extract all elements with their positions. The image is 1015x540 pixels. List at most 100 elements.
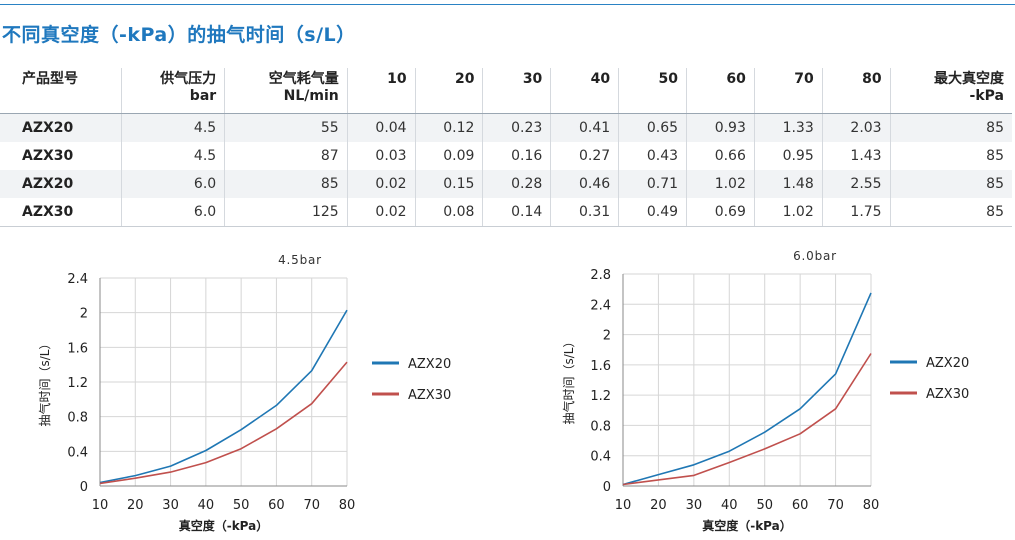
table-cell: 0.43 <box>618 142 687 170</box>
table-cell: 0.02 <box>346 198 416 227</box>
column-header: 60 <box>686 68 755 114</box>
column-header-label: 60 <box>726 71 746 87</box>
column-header-label: 10 <box>387 71 407 87</box>
table-cell: 0.15 <box>414 170 483 198</box>
y-tick-label: 1.6 <box>67 341 88 356</box>
table-cell: 0.71 <box>618 170 687 198</box>
x-tick-label: 10 <box>615 498 632 513</box>
table-cell: 1.33 <box>753 113 823 142</box>
table-cell: 6.0 <box>121 170 225 198</box>
table-cell: 0.09 <box>414 142 483 170</box>
model-cell: AZX30 <box>22 148 74 164</box>
table-cell: 85 <box>889 170 1012 198</box>
x-tick-label: 80 <box>863 498 880 513</box>
x-axis-label: 真空度（-kPa） <box>179 518 269 533</box>
y-tick-label: 2 <box>603 329 611 344</box>
table-cell: 0.12 <box>414 113 483 142</box>
column-header-label: 80 <box>862 71 882 87</box>
y-tick-label: 2.4 <box>590 298 611 313</box>
table-row: AZX30 4.5 87 0.03 0.09 0.16 0.27 0.43 0.66 0.95 1.… <box>0 142 1012 170</box>
x-tick-label: 20 <box>650 498 667 513</box>
table-cell: 0.31 <box>550 198 619 227</box>
y-tick-label: 1.2 <box>67 376 88 391</box>
table-cell: 4.5 <box>121 113 225 142</box>
x-axis-label: 真空度（-kPa） <box>702 518 792 533</box>
table-cell: 0.65 <box>618 113 687 142</box>
table-cell: 1.48 <box>753 170 823 198</box>
x-tick-label: 40 <box>721 498 738 513</box>
column-header-label: 供气压力 <box>160 71 217 87</box>
table-cell: 0.69 <box>686 198 755 227</box>
chart-6-0bar: 6.0bar 10 20 30 40 50 60 70 80 0 0.4 0.8 1.2 1.6 2 2.4 2… <box>505 248 1010 536</box>
column-header: 10 <box>346 68 416 114</box>
column-header: 空气耗气量 NL/min <box>224 68 348 114</box>
model-cell: AZX20 <box>0 170 122 198</box>
table-cell: 0.95 <box>753 142 823 170</box>
table-cell: 6.0 <box>121 198 225 227</box>
column-header: 供气压力 bar <box>121 68 225 114</box>
column-header: 最大真空度 -kPa <box>889 68 1012 114</box>
x-tick-label: 50 <box>233 498 250 513</box>
table-cell: 1.43 <box>821 142 891 170</box>
series-line-azx30 <box>99 361 348 485</box>
table-cell: 1.02 <box>686 170 755 198</box>
table-cell: 0.66 <box>686 142 755 170</box>
column-header: 80 <box>821 68 891 114</box>
chart-title: 4.5bar <box>278 253 322 267</box>
table-cell: 55 <box>224 113 348 142</box>
evacuation-time-table: 产品型号 供气压力 bar 空气耗气量 NL/min 10 20 30 40 50 60 70 80 最大… <box>0 68 1012 227</box>
column-header: 40 <box>550 68 619 114</box>
header-row: 产品型号 供气压力 bar 空气耗气量 NL/min 10 20 30 40 50 60 70 80 最大… <box>0 68 1012 114</box>
y-tick-label: 2 <box>80 307 88 322</box>
column-header-unit: -kPa <box>969 88 1004 104</box>
table-cell: 0.04 <box>346 113 416 142</box>
chart-svg: 4.5bar 10 20 30 40 50 60 70 80 0 0.4 0.8 1.2 1.6 2 2.4 真… <box>37 253 451 533</box>
y-tick-label: 2.8 <box>590 268 611 283</box>
model-cell: AZX30 <box>0 198 122 227</box>
x-tick-label: 40 <box>198 498 215 513</box>
y-tick-label: 0 <box>80 480 88 495</box>
table-cell: 87 <box>224 142 348 170</box>
top-divider <box>0 4 1015 5</box>
x-tick-label: 20 <box>127 498 144 513</box>
x-tick-label: 60 <box>268 498 285 513</box>
column-header-label: 30 <box>522 71 543 87</box>
x-tick-label: 30 <box>162 498 179 513</box>
column-header: 70 <box>753 68 823 114</box>
model-cell: AZX20 <box>0 113 122 142</box>
column-header-label: 70 <box>794 71 814 87</box>
table-cell: 1.02 <box>753 198 823 227</box>
table-cell: 0.02 <box>346 170 416 198</box>
legend-label: AZX20 <box>408 357 451 372</box>
table-cell: 0.08 <box>414 198 483 227</box>
y-tick-label: 0.8 <box>67 411 88 426</box>
table-cell: 2.03 <box>821 113 891 142</box>
table-header: 产品型号 供气压力 bar 空气耗气量 NL/min 10 20 30 40 50 60 70 80 最大… <box>0 68 1012 114</box>
table-cell: 85 <box>889 142 1012 170</box>
table-cell: 0.28 <box>482 170 551 198</box>
series-line-azx20 <box>622 292 872 486</box>
series-line-azx20 <box>99 309 348 484</box>
table-cell: 2.55 <box>821 170 891 198</box>
y-tick-label: 1.2 <box>590 389 611 404</box>
table-cell: 85 <box>889 198 1012 227</box>
table-cell: 0.41 <box>550 113 619 142</box>
series-line-azx30 <box>622 353 872 486</box>
table-row: AZX30 6.0 125 0.02 0.08 0.14 0.31 0.49 0.69 1.02 1… <box>0 198 1012 227</box>
column-header: 50 <box>618 68 687 114</box>
y-tick-label: 2.4 <box>67 272 88 287</box>
table-cell: 0.46 <box>550 170 619 198</box>
column-header: 30 <box>482 68 551 114</box>
column-header: 20 <box>414 68 483 114</box>
x-tick-label: 70 <box>303 498 320 513</box>
x-tick-label: 70 <box>827 498 844 513</box>
y-tick-label: 0 <box>603 480 611 495</box>
y-axis-label: 抽气时间（s/L） <box>37 338 52 427</box>
column-header-label: 40 <box>590 71 611 87</box>
table-cell: 0.16 <box>482 142 551 170</box>
legend-label: AZX30 <box>926 387 969 402</box>
table-cell: 125 <box>224 198 348 227</box>
y-tick-label: 0.8 <box>590 419 611 434</box>
column-header: 产品型号 <box>0 68 122 114</box>
column-header-label: 最大真空度 <box>934 71 1004 87</box>
